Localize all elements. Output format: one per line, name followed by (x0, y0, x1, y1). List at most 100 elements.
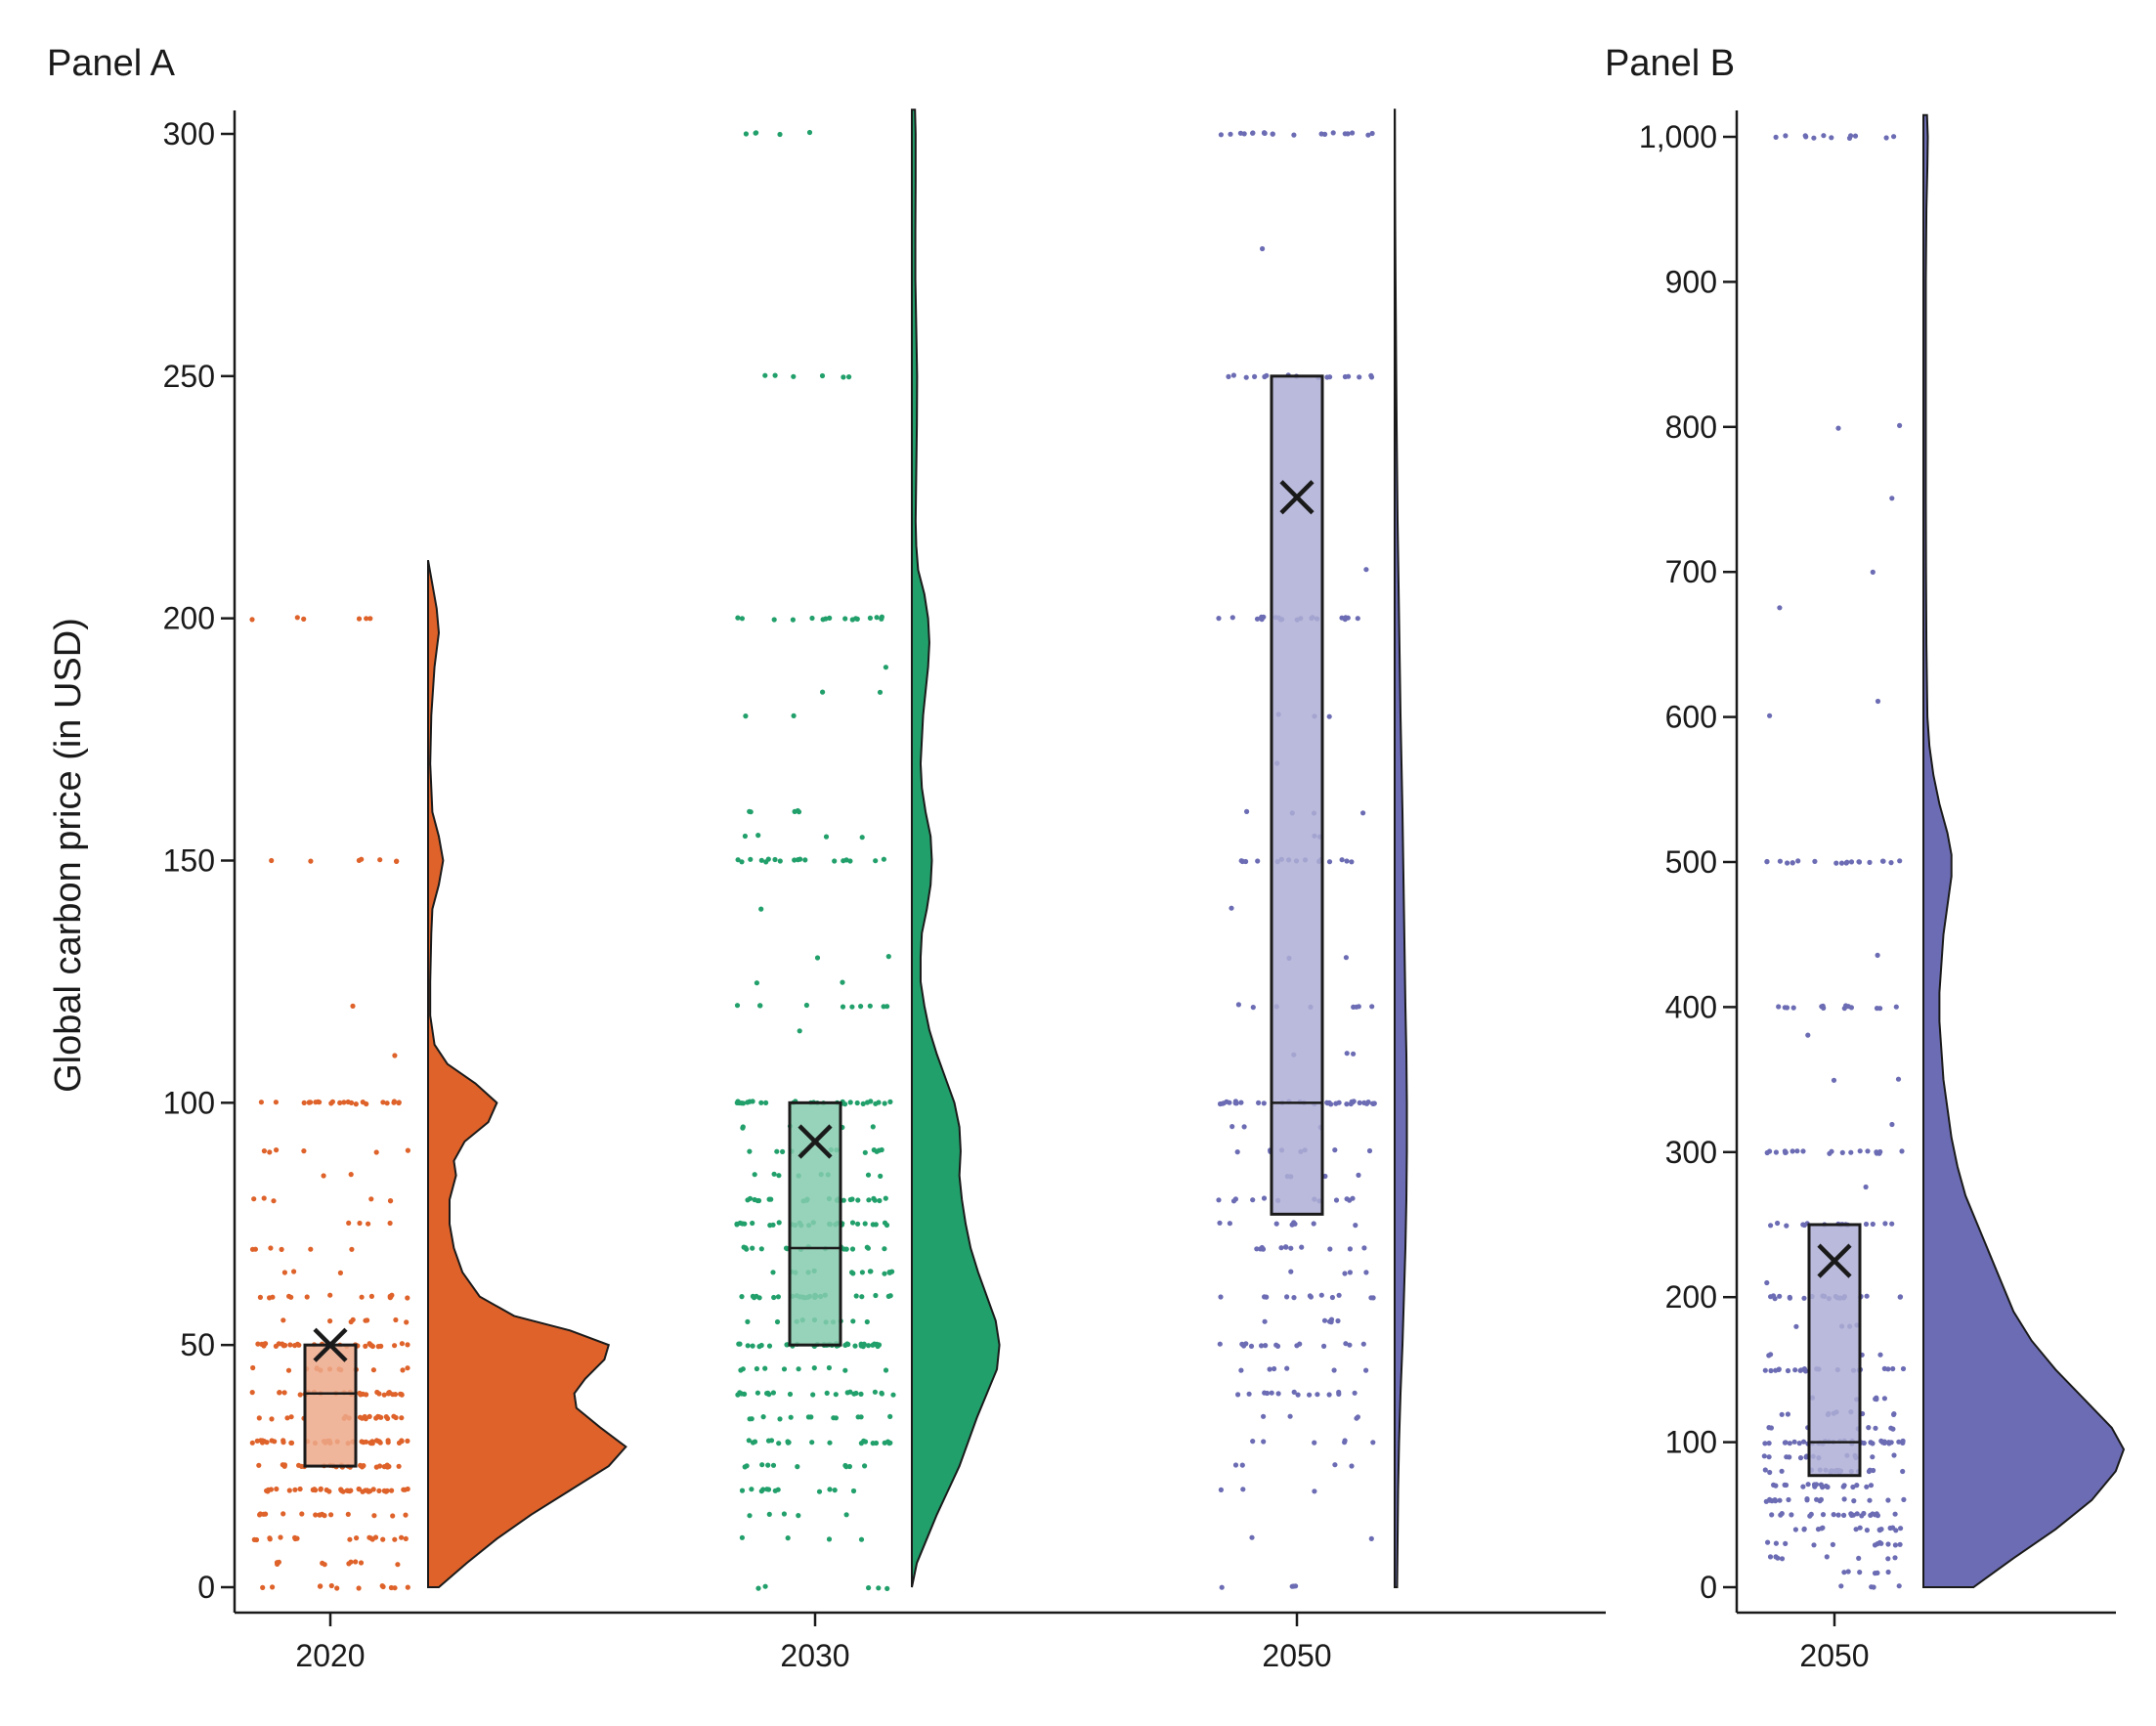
data-point (1363, 1100, 1370, 1106)
data-point (1768, 1223, 1774, 1229)
data-point (1893, 1004, 1899, 1010)
mean-marker-icon (313, 1327, 348, 1362)
data-point (337, 1100, 343, 1105)
data-point (1256, 1100, 1262, 1105)
data-point (1232, 1462, 1239, 1468)
data-point (770, 1390, 777, 1396)
data-point (281, 1462, 287, 1468)
data-point (257, 1511, 263, 1517)
data-point (267, 1536, 273, 1542)
data-point (256, 1462, 262, 1468)
data-point (1839, 1149, 1845, 1155)
data-point (777, 1416, 783, 1422)
data-point (1846, 135, 1853, 141)
data-point (1342, 1271, 1348, 1276)
data-point (842, 616, 848, 622)
data-point (392, 1343, 398, 1349)
data-point (1783, 1540, 1789, 1546)
data-point (1888, 860, 1894, 866)
data-point (754, 1365, 760, 1372)
data-point (1370, 1100, 1376, 1106)
data-point (1230, 372, 1236, 378)
data-point (1261, 1439, 1267, 1445)
data-point (405, 1365, 410, 1371)
data-point (1840, 1484, 1846, 1489)
data-point (1368, 372, 1374, 378)
data-point (854, 1100, 860, 1106)
data-point (1888, 1440, 1894, 1446)
data-point (1797, 1455, 1804, 1461)
data-point (758, 1246, 764, 1252)
data-point (820, 689, 826, 695)
data-point (765, 1462, 771, 1468)
data-point (873, 858, 879, 864)
data-point (255, 1341, 261, 1347)
data-point (1244, 808, 1250, 815)
data-point (267, 1149, 273, 1155)
data-point (260, 1438, 266, 1444)
data-point (865, 1343, 872, 1349)
data-point (1897, 422, 1903, 428)
data-point (1218, 1487, 1224, 1492)
y-tick-label: 500 (1665, 844, 1717, 880)
data-point (1897, 1541, 1903, 1547)
data-point (1283, 1244, 1289, 1250)
data-point (1761, 1453, 1767, 1459)
data-point (1861, 1440, 1867, 1446)
data-point (285, 1367, 292, 1373)
data-point (1887, 1525, 1893, 1532)
density-curve (427, 560, 627, 1588)
data-point (1790, 1005, 1796, 1011)
data-point (1881, 1396, 1887, 1402)
data-point (1355, 616, 1360, 622)
data-point (1835, 425, 1841, 431)
data-point (1792, 1367, 1798, 1373)
data-point (359, 1294, 365, 1300)
data-point (1270, 131, 1275, 137)
data-point (760, 1487, 766, 1492)
data-point (362, 1413, 367, 1420)
data-point (750, 1293, 756, 1299)
data-point (739, 1534, 746, 1540)
data-point (866, 1585, 872, 1591)
box-iqr (788, 1100, 842, 1347)
data-point (781, 1366, 788, 1372)
data-point (280, 1440, 286, 1446)
data-point (1898, 1526, 1904, 1532)
data-point (884, 1439, 891, 1445)
data-point (887, 1413, 893, 1419)
data-point (1800, 1439, 1807, 1445)
box-layer (1807, 1223, 1862, 1478)
data-point (806, 129, 813, 136)
data-point (1762, 1467, 1768, 1473)
data-point (396, 1463, 402, 1469)
data-point (884, 1004, 890, 1010)
data-point (291, 1269, 297, 1274)
data-point (755, 1585, 761, 1591)
data-point (403, 1535, 409, 1541)
data-point (358, 1392, 364, 1398)
data-point (1234, 1149, 1240, 1155)
data-point (304, 1294, 310, 1300)
data-point (1848, 1149, 1854, 1155)
data-point (1246, 1391, 1252, 1397)
data-point (387, 1220, 393, 1227)
data-point (824, 1390, 830, 1396)
data-point (1273, 1342, 1279, 1348)
data-point (868, 1269, 874, 1274)
data-point (1786, 1496, 1791, 1503)
data-point (391, 1100, 397, 1105)
data-point (1789, 1148, 1795, 1154)
data-point (745, 1100, 751, 1105)
data-point (873, 1292, 879, 1299)
data-point (852, 1343, 858, 1349)
data-point (872, 1389, 879, 1395)
data-point (855, 1414, 861, 1420)
data-point (850, 1488, 857, 1494)
data-point (766, 1343, 773, 1349)
data-point (301, 1100, 307, 1105)
data-point (1252, 373, 1258, 379)
y-tick-label: 400 (1665, 989, 1717, 1024)
data-point (777, 858, 783, 864)
data-point (1259, 1343, 1265, 1349)
